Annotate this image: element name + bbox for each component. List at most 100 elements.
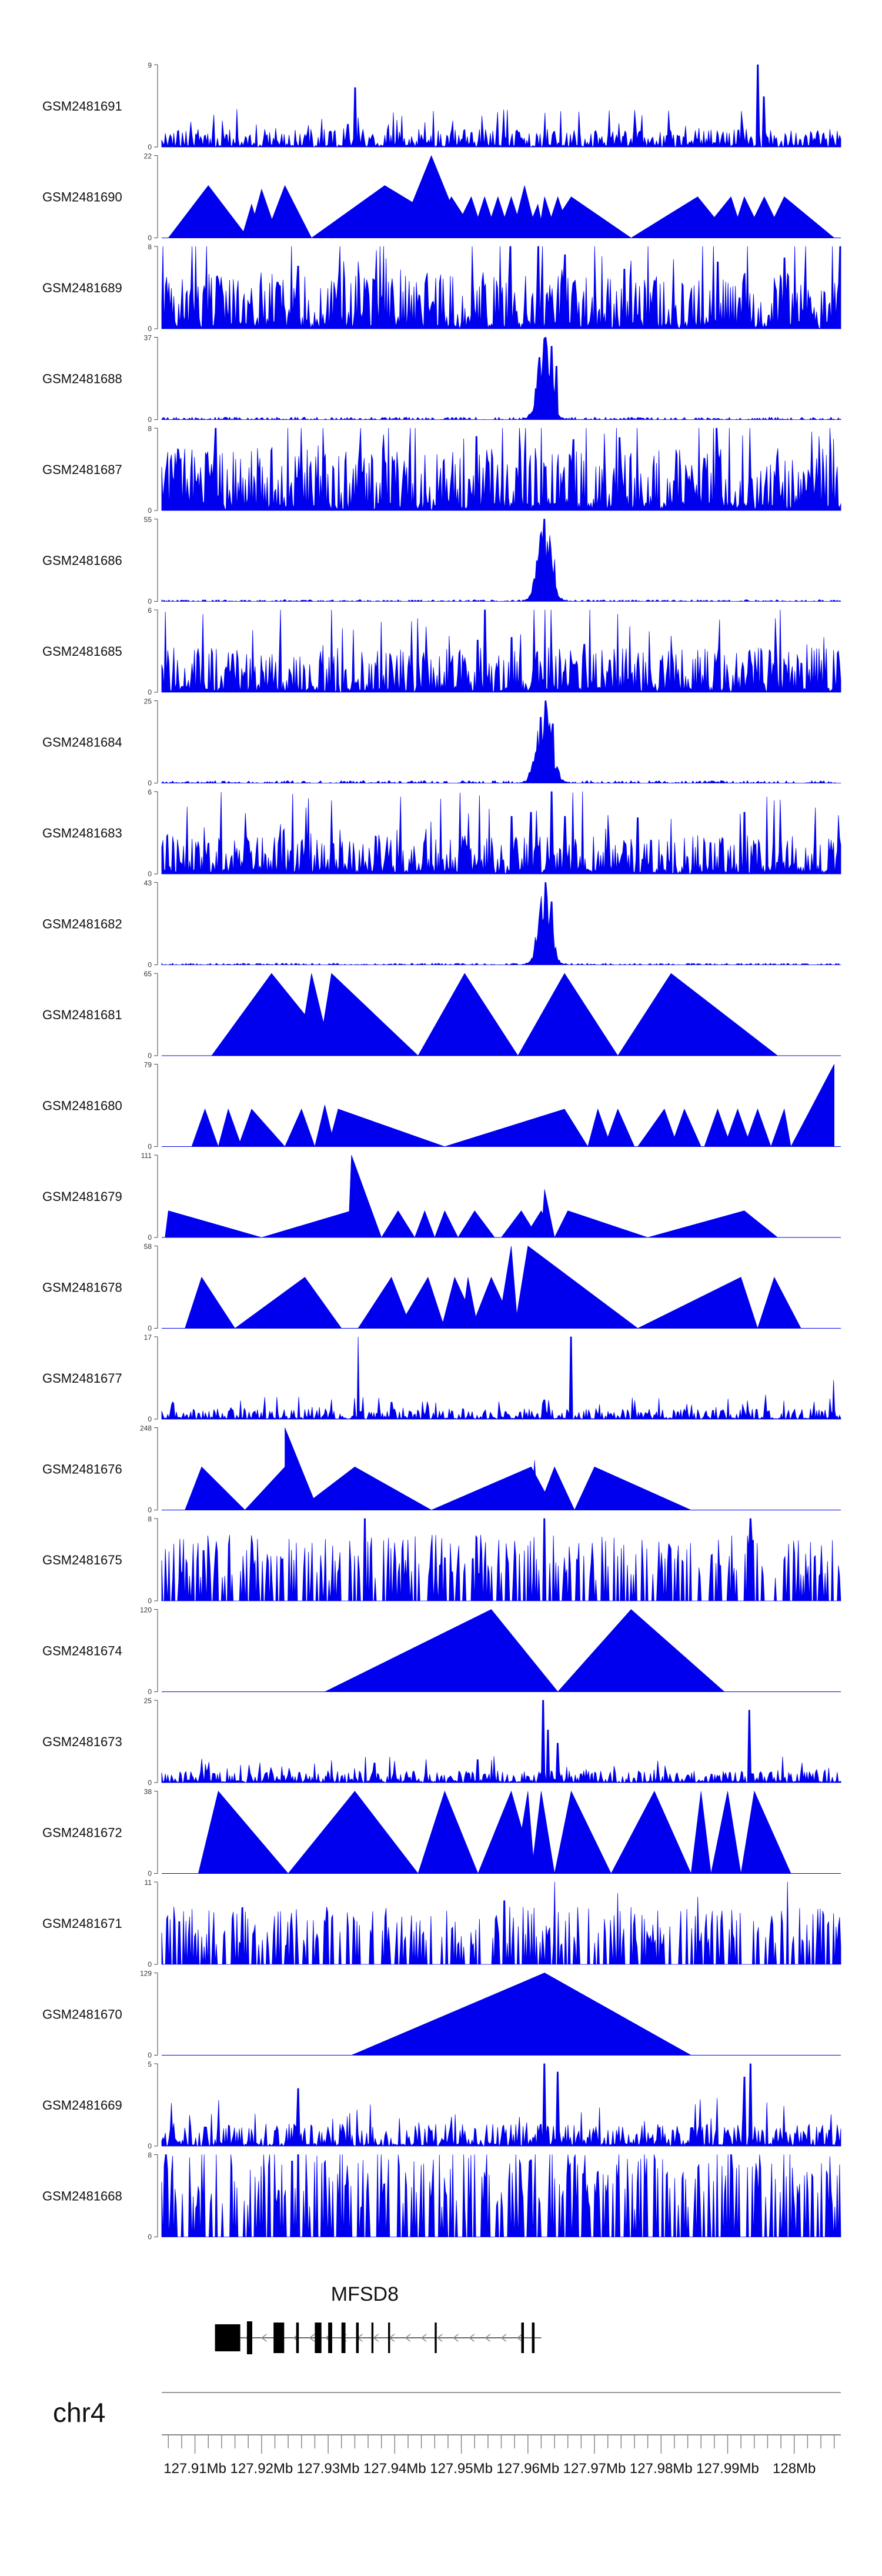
coverage-area — [161, 1700, 841, 1783]
gene-exon — [246, 2321, 252, 2354]
strand-chevron — [516, 2334, 523, 2342]
gene-exon — [296, 2323, 299, 2353]
gene-exon — [388, 2323, 390, 2353]
y-tick-label-min: 0 — [148, 416, 152, 424]
track-label: GSM2481679 — [42, 1189, 122, 1204]
coverage-peak — [497, 1246, 519, 1329]
coverage-peak — [537, 1466, 575, 1510]
track-GSM2481674: GSM2481674 120 0 — [42, 1606, 841, 1696]
coverage-area — [161, 246, 841, 329]
coverage-peak — [764, 196, 835, 238]
coverage-area — [161, 882, 841, 965]
gene-exon — [435, 2323, 437, 2353]
y-tick-label-max: 248 — [140, 1424, 152, 1433]
y-tick-label-min: 0 — [148, 1506, 152, 1514]
coverage-peak — [348, 1154, 382, 1238]
y-tick-label-min: 0 — [148, 1870, 152, 1878]
gene-exon — [328, 2323, 332, 2353]
track-label: GSM2481685 — [42, 644, 122, 659]
coverage-peak — [381, 1210, 415, 1238]
y-tick-label-min: 0 — [148, 688, 152, 696]
coverage-peak — [414, 1210, 435, 1238]
coverage-area — [161, 519, 841, 602]
coverage-area — [161, 1336, 841, 1420]
track-label: GSM2481689 — [42, 281, 122, 295]
coverage-peak — [647, 1210, 779, 1238]
y-tick-label-min: 0 — [148, 1052, 152, 1060]
track-GSM2481685: GSM2481685 6 0 — [42, 606, 841, 696]
track-label: GSM2481686 — [42, 553, 122, 568]
y-tick-label-max: 55 — [144, 516, 152, 524]
track-GSM2481681: GSM2481681 65 0 — [42, 970, 841, 1060]
coverage-peak — [397, 1276, 445, 1329]
coverage-peak — [557, 1609, 725, 1692]
coverage-peak — [457, 1210, 495, 1238]
coverage-peak — [218, 1108, 242, 1147]
x-axis-tick-label: 127.93Mb — [297, 2461, 360, 2477]
coverage-peak — [690, 1791, 711, 1874]
track-label: GSM2481674 — [42, 1644, 122, 1659]
coverage-peak — [288, 1791, 419, 1874]
coverage-area — [161, 428, 841, 511]
y-tick-label-min: 0 — [148, 1143, 152, 1151]
y-tick-label-min: 0 — [148, 1233, 152, 1242]
gene-model-track: MFSD8 — [215, 2283, 542, 2354]
strand-chevron — [500, 2334, 507, 2342]
track-GSM2481686: GSM2481686 55 0 — [42, 516, 841, 606]
x-axis-tick-label: 127.95Mb — [430, 2461, 493, 2477]
track-GSM2481691: GSM2481691 9 0 — [42, 61, 841, 151]
y-tick-label-min: 0 — [148, 2142, 152, 2150]
y-tick-label-max: 6 — [148, 788, 152, 796]
y-tick-label-max: 8 — [148, 1515, 152, 1523]
x-axis-tick-label: 127.94Mb — [363, 2461, 426, 2477]
coverage-peak — [417, 973, 519, 1056]
gene-exon — [356, 2323, 359, 2353]
y-tick-label-max: 11 — [145, 1878, 152, 1887]
coverage-area — [161, 609, 841, 693]
track-GSM2481673: GSM2481673 25 0 — [42, 1697, 841, 1787]
strand-chevron — [309, 2334, 315, 2342]
strand-chevron — [485, 2334, 491, 2342]
track-label: GSM2481678 — [42, 1280, 122, 1295]
strand-chevron — [261, 2334, 267, 2342]
y-tick-label-max: 17 — [144, 1333, 152, 1342]
track-label: GSM2481683 — [42, 826, 122, 840]
y-tick-label-max: 37 — [144, 334, 152, 342]
track-GSM2481680: GSM2481680 79 0 — [42, 1061, 841, 1151]
y-tick-label-max: 43 — [144, 879, 152, 887]
coverage-peak — [554, 1790, 612, 1874]
coverage-peak — [517, 973, 619, 1056]
track-label: GSM2481672 — [42, 1826, 122, 1840]
coverage-area — [161, 2154, 841, 2237]
y-tick-label-min: 0 — [148, 234, 152, 242]
coverage-peak — [541, 1189, 555, 1238]
coverage-peak — [285, 1427, 319, 1510]
y-tick-label-max: 38 — [144, 1788, 152, 1796]
coverage-peak — [434, 1210, 459, 1238]
coverage-peak — [328, 1109, 445, 1147]
y-tick-label-max: 22 — [144, 152, 152, 161]
y-tick-label-min: 0 — [148, 779, 152, 788]
strand-chevron — [420, 2334, 427, 2342]
track-label: GSM2481668 — [42, 2189, 122, 2204]
track-GSM2481683: GSM2481683 6 0 — [42, 788, 841, 878]
coverage-peak — [554, 1210, 648, 1238]
track-label: GSM2481691 — [42, 99, 122, 114]
coverage-peak — [531, 1791, 555, 1874]
gene-exon — [521, 2323, 524, 2353]
track-GSM2481690: GSM2481690 22 0 — [42, 152, 841, 242]
y-tick-label-max: 25 — [144, 1697, 152, 1705]
y-tick-label-max: 8 — [148, 243, 152, 251]
coverage-peak — [168, 185, 249, 238]
data-tracks: GSM248169190GSM2481690220GSM248168980GSM… — [42, 61, 841, 2241]
y-tick-label-max: 9 — [148, 61, 152, 69]
track-label: GSM2481690 — [42, 190, 122, 205]
y-tick-label-min: 0 — [148, 506, 152, 515]
coverage-peak — [770, 1108, 791, 1147]
y-tick-label-max: 111 — [141, 1152, 152, 1160]
coverage-area — [161, 700, 841, 783]
track-GSM2481684: GSM2481684 25 0 — [42, 698, 841, 788]
chromosome-label: chr4 — [53, 2397, 105, 2428]
y-tick-label-min: 0 — [148, 143, 152, 151]
